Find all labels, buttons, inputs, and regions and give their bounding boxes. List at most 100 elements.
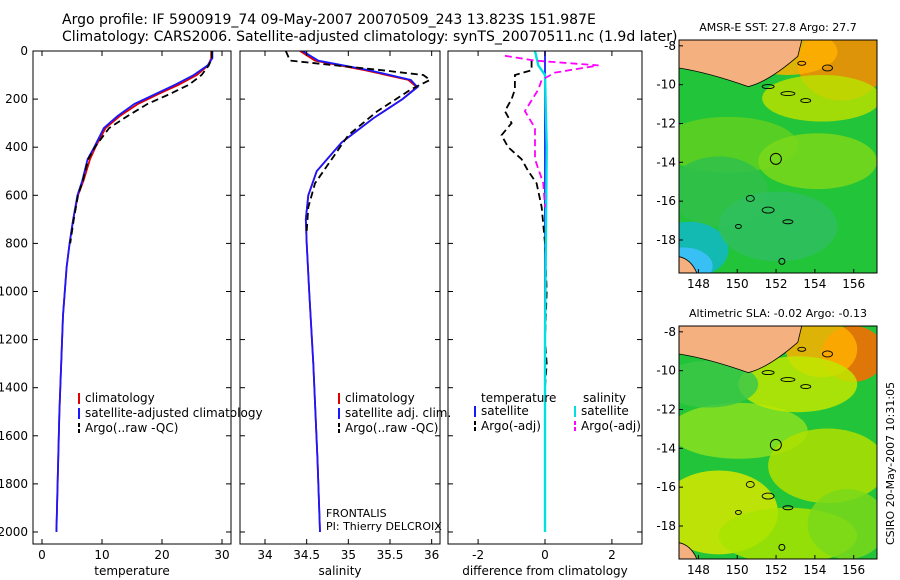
difference-series-salinity-argo-adj- [504,54,599,208]
sst_map-ytick-label: -14 [656,155,676,169]
temperature-xtick-label: 30 [214,548,229,562]
temperature-legend-label: Argo(..raw -QC) [85,421,178,435]
difference-legend-label: Argo(-adj) [581,419,641,433]
project-name: FRONTALIS [326,507,387,520]
salinity-xtick-label: 35.5 [377,548,404,562]
island-outline [745,480,755,488]
sla_map-xtick-label: 150 [726,563,749,577]
depth-tick-label: 1200 [0,333,28,347]
map-field-blob [762,74,877,122]
difference-legend-label: Argo(-adj) [481,419,541,433]
sst_map-argo-marker [778,257,786,265]
temperature-xtick-label: 0 [38,548,46,562]
sst_map-frame [678,39,878,274]
salinity-xtick-label: 35 [341,548,356,562]
island-outline [745,194,755,202]
sst_map-ytick-label: -12 [656,116,676,130]
salinity-xtick-label: 36 [424,548,439,562]
sst_map-ytick-label: -8 [664,39,676,53]
sst_map-title: AMSR-E SST: 27.8 Argo: 27.7 [699,21,857,34]
map-field-blob [768,428,877,504]
sla_map-field [679,326,877,559]
figure-title-line1: Argo profile: IF 5900919_74 09-May-2007 … [62,12,596,28]
land-new-guinea [679,326,803,374]
sla_map-ytick-label: -10 [656,364,676,378]
island-outline [761,492,775,500]
depth-tick-label: 200 [5,92,28,106]
sla_map-xtick-label: 156 [842,563,865,577]
map-field-blob [807,489,877,559]
difference-series-temperature-argo-adj- [500,60,548,388]
sst_map-xtick-label: 150 [726,277,749,291]
salinity-legend-label: satellite adj. clim. [345,406,451,420]
depth-tick-label: 400 [5,140,28,154]
temperature-xtick-label: 10 [94,548,109,562]
figure-title-line2: Climatology: CARS2006. Satellite-adjuste… [62,29,678,45]
salinity-legend-label: climatology [345,391,415,405]
temperature-frame [32,50,232,545]
sla_map-title: Altimetric SLA: -0.02 Argo: -0.13 [689,307,867,320]
salinity-legend-label: Argo(..raw -QC) [345,421,438,435]
island-outline [800,98,812,104]
map-field-blob [718,191,838,262]
island-outline [761,370,775,376]
island-outline [780,91,796,97]
island-outline [780,377,796,383]
difference-legend-title-salinity: salinity [583,391,626,405]
map-field-blob [758,133,877,190]
depth-tick-label: 1600 [0,429,28,443]
depth-tick-label: 1800 [0,477,28,491]
temperature-legend-label: climatology [85,391,155,405]
depth-tick-label: 0 [20,44,28,58]
island-outline [797,60,807,66]
salinity-axis-label: salinity [318,564,361,578]
difference-legend-title-temperature: temperature [481,391,556,405]
sst_map-argo-marker [769,152,782,165]
island-outline [797,346,807,352]
depth-tick-label: 800 [5,236,28,250]
island-outline [734,223,742,229]
sst_map-ytick-label: -16 [656,194,676,208]
difference-series-salinity-satellite [533,51,548,532]
map-field-blob [679,360,759,408]
island-outline [734,509,742,515]
difference-legend-label: satellite [581,404,629,418]
sst_map-xtick-label: 154 [803,277,826,291]
salinity-series-satellite-adj-clim- [302,51,419,533]
salinity-frame [239,50,441,545]
island-outline [822,64,833,72]
sla_map-xtick-label: 148 [687,563,710,577]
depth-tick-label: 1400 [0,381,28,395]
sla_map-ytick-label: -14 [656,441,676,455]
island-outline [761,84,775,90]
depth-tick-label: 600 [5,188,28,202]
sla_map-argo-marker [769,438,782,451]
land-new-guinea [679,40,803,88]
temperature-axis-label: temperature [94,564,169,578]
sst_map-xtick-label: 152 [765,277,788,291]
sla_map-ytick-label: -18 [656,519,676,533]
difference-axis-label: difference from climatology [462,564,628,578]
temperature-series-satellite-adjusted-climatology [55,51,214,533]
temperature-series-climatology [55,51,213,533]
temperature-series-argo-raw-qc- [69,51,213,244]
island-outline [761,206,775,214]
sla_map-xtick-label: 152 [765,563,788,577]
sst_map-xtick-label: 148 [687,277,710,291]
sla_map-ytick-label: -16 [656,480,676,494]
depth-tick-label: 1000 [0,284,28,298]
sla_map-ytick-label: -12 [656,402,676,416]
temperature-xtick-label: 20 [154,548,169,562]
salinity-xtick-label: 34 [257,548,272,562]
depth-tick-label: 2000 [0,525,28,539]
difference-xtick-label: 0 [541,548,549,562]
pi-name: PI: Thierry DELCROIX [326,520,442,533]
sla_map-frame [678,325,878,560]
island-outline [800,384,812,390]
sla_map-xtick-label: 154 [803,563,826,577]
difference-xtick-label: 2 [608,548,616,562]
map-field-blob [679,402,808,459]
sst_map-field [679,40,877,273]
island-outline [822,350,833,358]
sla_map-ytick-label: -8 [664,325,676,339]
